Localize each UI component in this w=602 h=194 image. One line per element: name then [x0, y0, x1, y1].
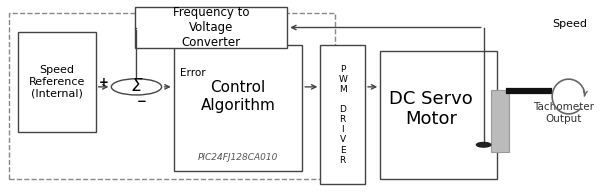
Text: P
W
M

D
R
I
V
E
R: P W M D R I V E R: [338, 65, 347, 165]
Text: Tachometer
Output: Tachometer Output: [533, 102, 594, 124]
Text: Control
Algorithm: Control Algorithm: [200, 80, 275, 113]
Text: Speed: Speed: [552, 19, 588, 29]
FancyBboxPatch shape: [320, 45, 365, 184]
FancyBboxPatch shape: [135, 7, 287, 48]
Text: PIC24FJ128CA010: PIC24FJ128CA010: [197, 153, 278, 162]
Text: Speed
Reference
(Internal): Speed Reference (Internal): [29, 65, 85, 99]
Text: +: +: [99, 76, 109, 89]
FancyBboxPatch shape: [173, 45, 302, 171]
Text: −: −: [136, 95, 146, 108]
Text: Error: Error: [180, 68, 205, 78]
Circle shape: [111, 79, 161, 95]
Text: Frequency to
Voltage
Converter: Frequency to Voltage Converter: [173, 6, 249, 49]
Circle shape: [476, 142, 491, 147]
FancyBboxPatch shape: [380, 51, 497, 178]
FancyBboxPatch shape: [18, 32, 96, 132]
Text: Σ: Σ: [131, 77, 141, 95]
Text: DC Servo
Motor: DC Servo Motor: [389, 90, 473, 128]
FancyBboxPatch shape: [491, 90, 509, 152]
